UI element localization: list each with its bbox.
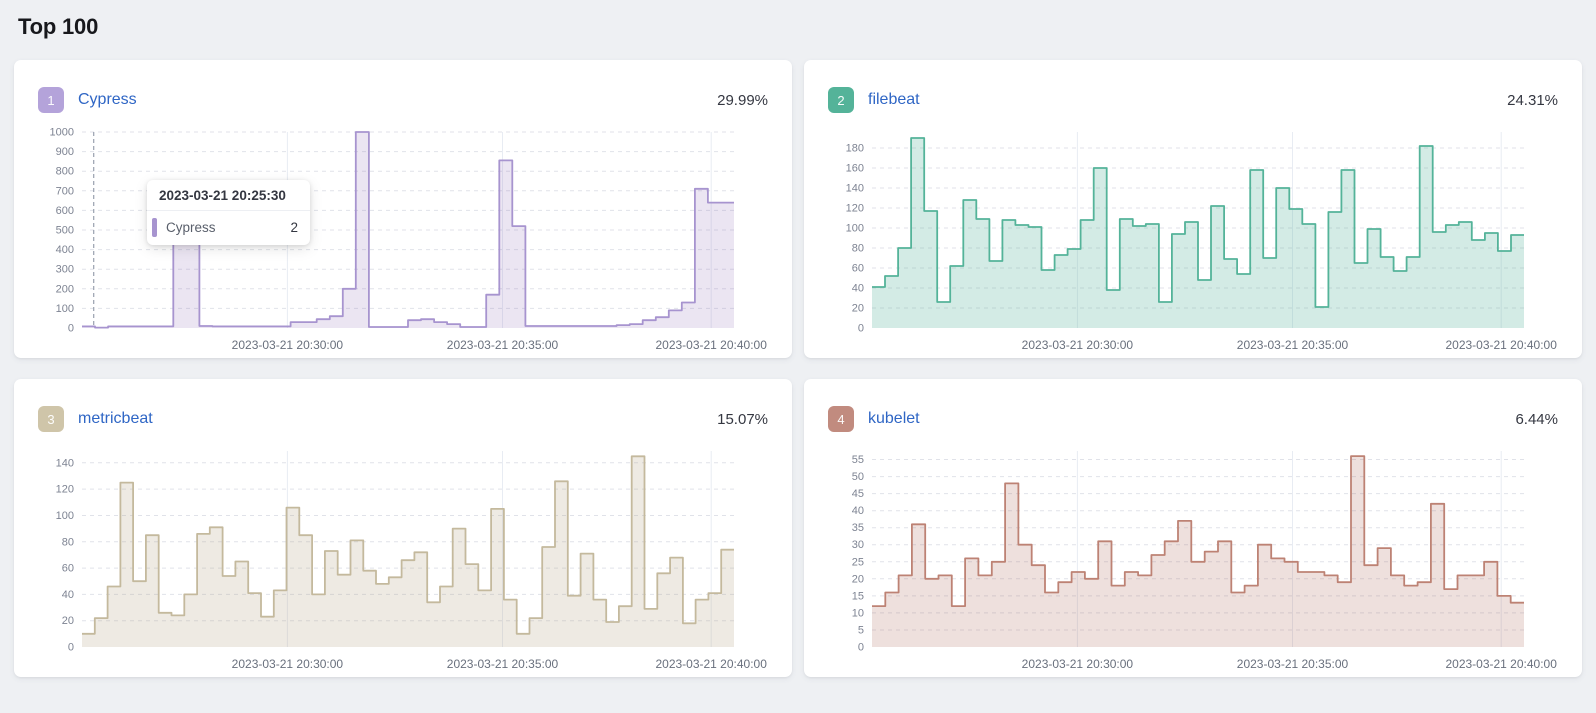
svg-text:20: 20 [852, 573, 864, 585]
rank-badge: 2 [828, 87, 854, 113]
svg-text:2023-03-21 20:40:00: 2023-03-21 20:40:00 [1445, 338, 1557, 352]
rank-badge: 3 [38, 406, 64, 432]
svg-text:800: 800 [56, 166, 74, 178]
rank-badge: 4 [828, 406, 854, 432]
share-percent: 15.07% [717, 410, 768, 428]
svg-text:40: 40 [852, 505, 864, 517]
panel-header: 4 kubelet 6.44% [828, 405, 1558, 433]
share-percent: 6.44% [1515, 410, 1558, 428]
tooltip-series-value: 2 [290, 220, 298, 235]
svg-text:80: 80 [62, 536, 74, 548]
svg-text:30: 30 [852, 539, 864, 551]
panel-metricbeat: 3 metricbeat 15.07% 0 20 40 60 80 100 120 140 20… [14, 379, 792, 677]
svg-text:10: 10 [852, 607, 864, 619]
svg-text:45: 45 [852, 488, 864, 500]
svg-text:2023-03-21 20:40:00: 2023-03-21 20:40:00 [1445, 657, 1557, 671]
svg-text:0: 0 [858, 323, 864, 335]
svg-text:100: 100 [56, 303, 74, 315]
svg-text:2023-03-21 20:35:00: 2023-03-21 20:35:00 [447, 657, 559, 671]
svg-text:1000: 1000 [50, 127, 74, 139]
chart-canvas: 0 5 10 15 20 25 30 35 40 45 50 55 2023-03-21 20:30:0… [852, 451, 1557, 671]
svg-text:20: 20 [852, 303, 864, 315]
svg-text:40: 40 [62, 589, 74, 601]
panel-header: 1 Cypress 29.99% [38, 86, 768, 114]
chart-canvas: 0 20 40 60 80 100 120 140 2023-03-21 20:30:00 202… [56, 451, 767, 671]
svg-text:500: 500 [56, 225, 74, 237]
chart-canvas: 0 20 40 60 80 100 120 140 160 180 2023-03-21 20:30… [846, 132, 1557, 352]
panel-header: 3 metricbeat 15.07% [38, 405, 768, 433]
svg-text:2023-03-21 20:30:00: 2023-03-21 20:30:00 [1022, 338, 1134, 352]
svg-text:80: 80 [852, 243, 864, 255]
chart-canvas: 0 100 200 300 400 500 600 700 800 900 1000 2023-03-… [50, 127, 768, 353]
svg-text:200: 200 [56, 283, 74, 295]
tooltip-series-row: Cypress 2 [147, 211, 310, 245]
svg-text:160: 160 [846, 163, 864, 175]
series-link-metricbeat[interactable]: metricbeat [78, 410, 153, 427]
panel-header: 2 filebeat 24.31% [828, 86, 1558, 114]
svg-text:20: 20 [62, 615, 74, 627]
svg-text:2023-03-21 20:40:00: 2023-03-21 20:40:00 [655, 657, 767, 671]
page-title: Top 100 [18, 14, 99, 39]
panel-cypress: 1 Cypress 29.99% 0 100 200 300 400 500 600 700 8… [14, 60, 792, 358]
series-link-filebeat[interactable]: filebeat [868, 91, 920, 108]
svg-text:2023-03-21 20:30:00: 2023-03-21 20:30:00 [232, 338, 344, 352]
svg-text:55: 55 [852, 454, 864, 466]
svg-text:2023-03-21 20:30:00: 2023-03-21 20:30:00 [232, 657, 344, 671]
series-link-cypress[interactable]: Cypress [78, 91, 137, 108]
svg-text:5: 5 [858, 625, 864, 637]
svg-text:120: 120 [846, 203, 864, 215]
chart-tooltip: 2023-03-21 20:25:30 Cypress 2 [147, 180, 310, 245]
svg-text:700: 700 [56, 185, 74, 197]
svg-text:180: 180 [846, 143, 864, 155]
svg-text:2023-03-21 20:35:00: 2023-03-21 20:35:00 [1237, 657, 1349, 671]
svg-text:140: 140 [56, 457, 74, 469]
panel-kubelet: 4 kubelet 6.44% 0 5 10 15 20 25 30 35 40 45 50 55 20… [804, 379, 1582, 677]
svg-text:100: 100 [846, 223, 864, 235]
share-percent: 29.99% [717, 91, 768, 109]
svg-text:15: 15 [852, 590, 864, 602]
svg-text:900: 900 [56, 146, 74, 158]
area-chart-filebeat[interactable]: 0 20 40 60 80 100 120 140 160 180 2023-03-21 20:30… [828, 124, 1558, 358]
svg-text:25: 25 [852, 556, 864, 568]
area-chart-metricbeat[interactable]: 0 20 40 60 80 100 120 140 2023-03-21 20:30:00 202… [38, 443, 768, 677]
area-chart-cypress[interactable]: 0 100 200 300 400 500 600 700 800 900 1000 2023-03-… [38, 124, 768, 358]
svg-text:300: 300 [56, 264, 74, 276]
svg-text:35: 35 [852, 522, 864, 534]
svg-text:2023-03-21 20:30:00: 2023-03-21 20:30:00 [1022, 657, 1134, 671]
panel-filebeat: 2 filebeat 24.31% 0 20 40 60 80 100 120 140 160 1… [804, 60, 1582, 358]
svg-text:40: 40 [852, 283, 864, 295]
svg-text:60: 60 [62, 563, 74, 575]
svg-text:2023-03-21 20:35:00: 2023-03-21 20:35:00 [1237, 338, 1349, 352]
svg-text:2023-03-21 20:35:00: 2023-03-21 20:35:00 [447, 338, 559, 352]
svg-text:400: 400 [56, 244, 74, 256]
svg-text:0: 0 [68, 642, 74, 654]
svg-text:600: 600 [56, 205, 74, 217]
series-link-kubelet[interactable]: kubelet [868, 410, 920, 427]
svg-text:0: 0 [858, 642, 864, 654]
svg-text:120: 120 [56, 484, 74, 496]
svg-text:50: 50 [852, 471, 864, 483]
svg-text:0: 0 [68, 323, 74, 335]
area-chart-kubelet[interactable]: 0 5 10 15 20 25 30 35 40 45 50 55 2023-03-21 20:30:0… [828, 443, 1558, 677]
tooltip-timestamp: 2023-03-21 20:25:30 [147, 180, 310, 211]
svg-text:60: 60 [852, 263, 864, 275]
panels-grid: 1 Cypress 29.99% 0 100 200 300 400 500 600 700 8… [14, 60, 1582, 677]
svg-text:2023-03-21 20:40:00: 2023-03-21 20:40:00 [655, 338, 767, 352]
rank-badge: 1 [38, 87, 64, 113]
svg-text:100: 100 [56, 510, 74, 522]
share-percent: 24.31% [1507, 91, 1558, 109]
svg-text:140: 140 [846, 183, 864, 195]
tooltip-series-label: Cypress [166, 220, 216, 235]
tooltip-series-marker [152, 218, 157, 237]
